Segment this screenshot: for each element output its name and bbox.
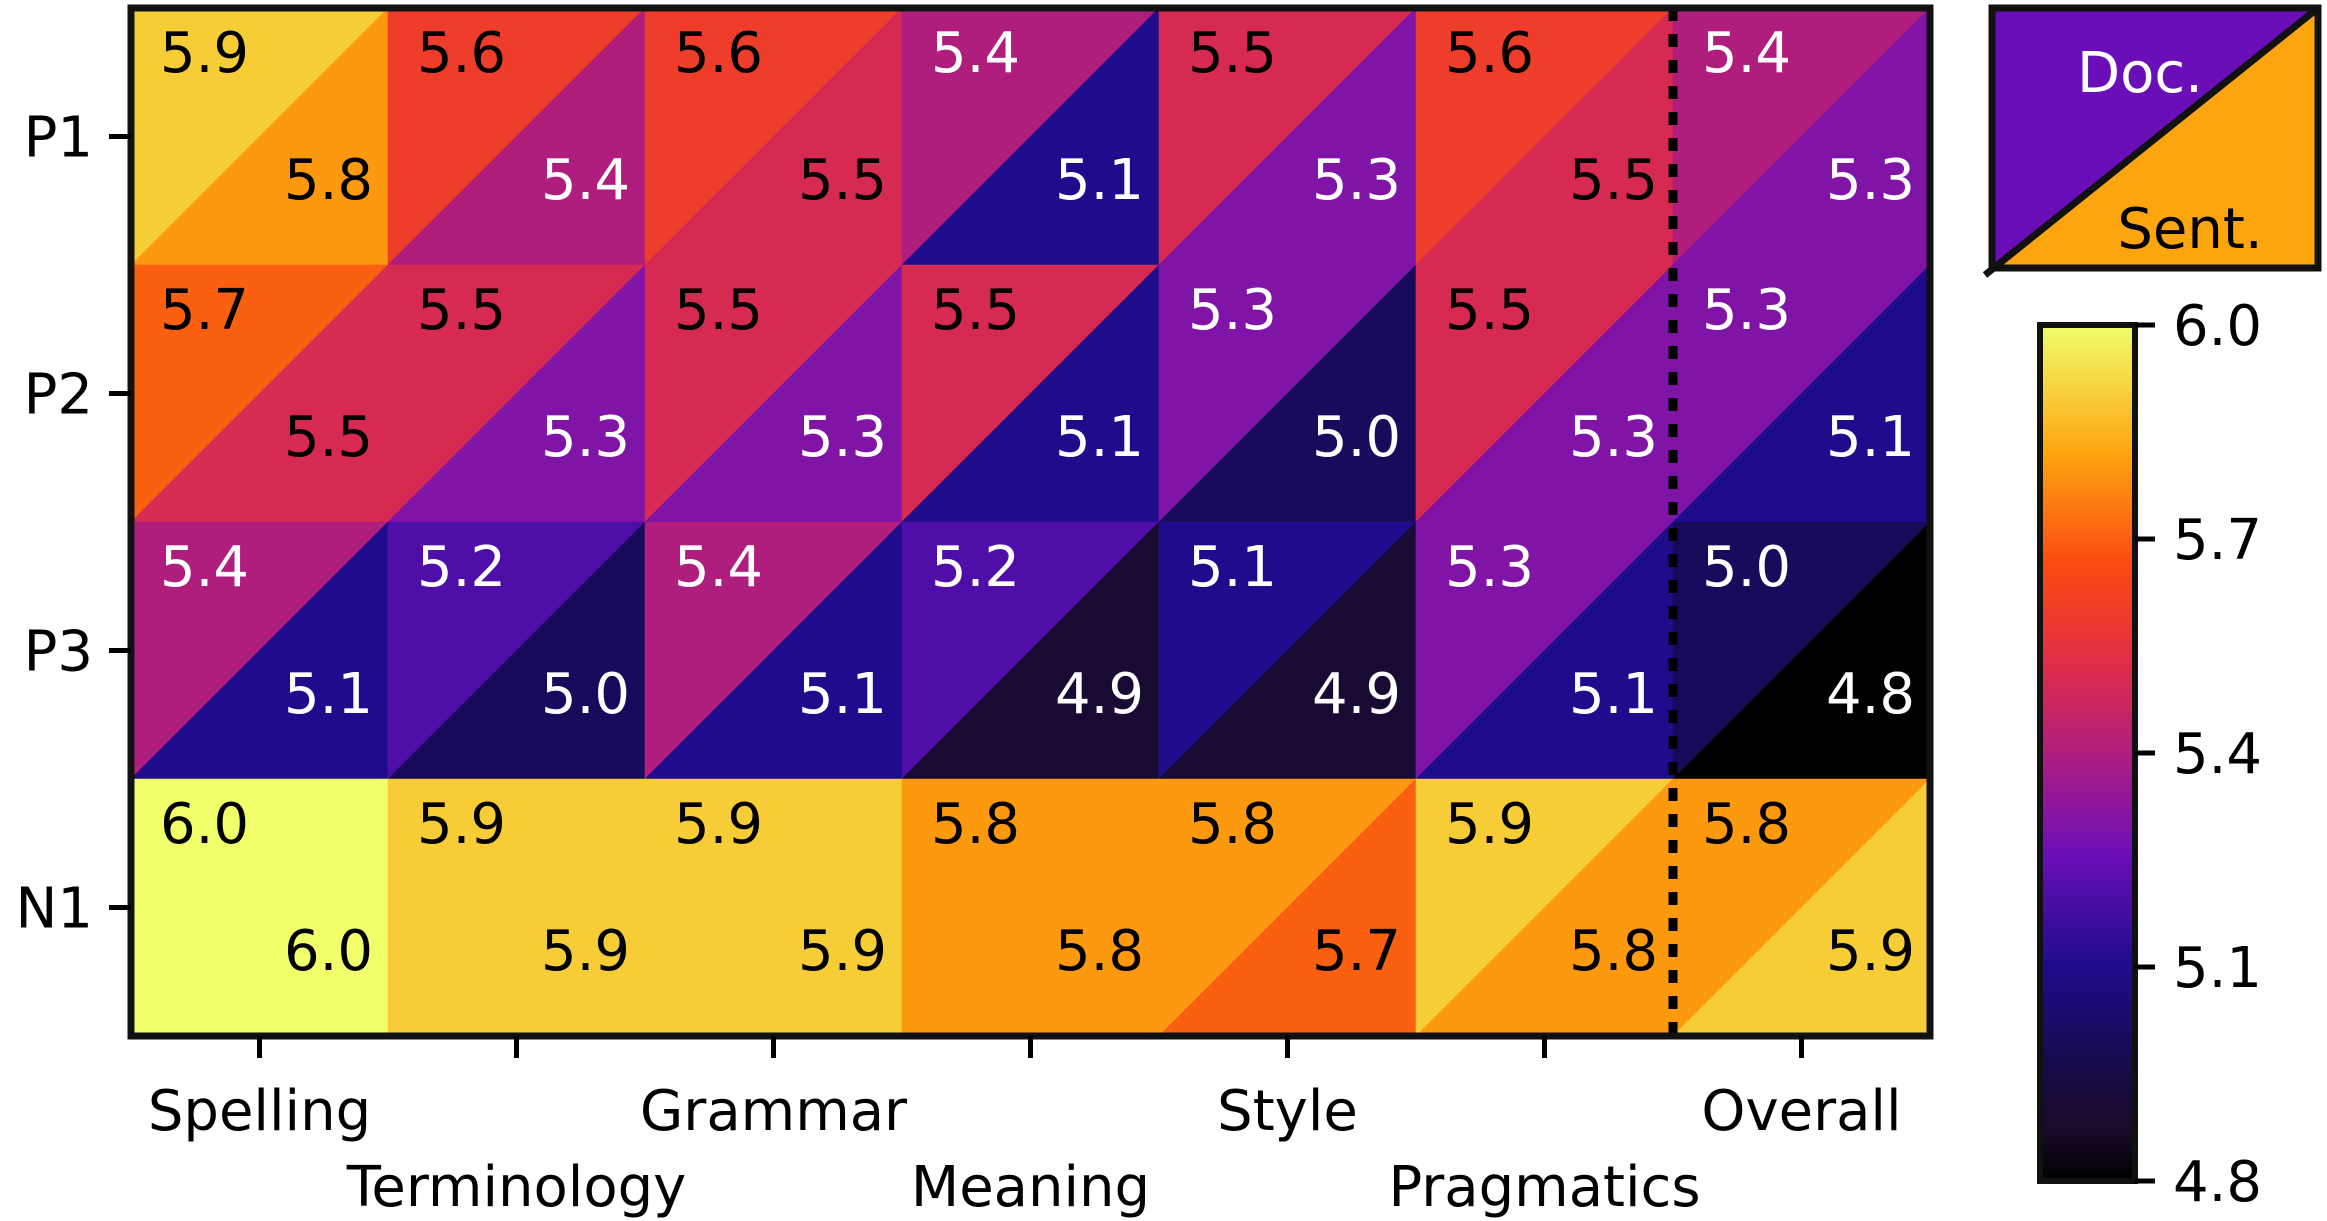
value-doc-n1-terminology: 5.9 (417, 792, 506, 857)
value-sent-n1-spelling: 6.0 (284, 919, 373, 984)
value-doc-p1-grammar: 5.6 (674, 21, 763, 86)
value-doc-p2-pragmatics: 5.5 (1445, 278, 1534, 343)
value-doc-p3-spelling: 5.4 (160, 535, 249, 600)
x-tick-label-spelling: Spelling (148, 1079, 371, 1144)
value-sent-p1-terminology: 5.4 (541, 148, 630, 213)
colorbar-tick-label-4.8: 4.8 (2173, 1150, 2262, 1215)
x-tick-label-pragmatics: Pragmatics (1388, 1155, 1700, 1220)
value-sent-p2-spelling: 5.5 (284, 405, 373, 470)
legend-frame (1988, 4, 2322, 272)
value-sent-p3-overall: 4.8 (1826, 662, 1915, 727)
value-sent-n1-pragmatics: 5.8 (1569, 919, 1658, 984)
y-tick-label-p2: P2 (24, 363, 93, 428)
legend: Doc. Sent. (1982, 4, 2322, 278)
x-tick-label-grammar: Grammar (640, 1079, 908, 1144)
value-doc-n1-meaning: 5.8 (931, 792, 1020, 857)
value-doc-p1-spelling: 5.9 (160, 21, 249, 86)
value-sent-n1-grammar: 5.9 (798, 919, 887, 984)
y-tick-label-p3: P3 (24, 620, 93, 685)
y-tick-label-n1: N1 (15, 877, 93, 942)
value-doc-p3-grammar: 5.4 (674, 535, 763, 600)
value-sent-p1-grammar: 5.5 (798, 148, 887, 213)
value-doc-p2-spelling: 5.7 (160, 278, 249, 343)
legend-label-sent: Sent. (2117, 197, 2262, 262)
value-doc-n1-style: 5.8 (1188, 792, 1277, 857)
heatmap-cells (130, 7, 1931, 1037)
value-doc-n1-spelling: 6.0 (160, 792, 249, 857)
value-doc-p3-meaning: 5.2 (931, 535, 1020, 600)
value-doc-p1-overall: 5.4 (1702, 21, 1791, 86)
x-tick-label-overall: Overall (1701, 1079, 1901, 1144)
x-tick-label-style: Style (1217, 1079, 1358, 1144)
value-sent-p3-terminology: 5.0 (541, 662, 630, 727)
value-doc-p2-terminology: 5.5 (417, 278, 506, 343)
value-doc-n1-grammar: 5.9 (674, 792, 763, 857)
colorbar-ticks: 6.0 5.7 5.4 5.1 4.8 (2135, 294, 2262, 1215)
value-sent-p1-spelling: 5.8 (284, 148, 373, 213)
colorbar-tick-label-5.7: 5.7 (2173, 508, 2262, 573)
value-sent-n1-style: 5.7 (1312, 919, 1401, 984)
value-sent-p2-pragmatics: 5.3 (1569, 405, 1658, 470)
value-sent-p3-style: 4.9 (1312, 662, 1401, 727)
value-sent-p1-overall: 5.3 (1826, 148, 1915, 213)
value-doc-p1-meaning: 5.4 (931, 21, 1020, 86)
value-doc-p1-style: 5.5 (1188, 21, 1277, 86)
value-doc-p2-overall: 5.3 (1702, 278, 1791, 343)
colorbar-gradient (2037, 322, 2138, 1184)
legend-diagonal (1982, 5, 2321, 278)
value-sent-n1-overall: 5.9 (1826, 919, 1915, 984)
colorbar-tick-label-5.4: 5.4 (2173, 722, 2262, 787)
value-doc-p3-style: 5.1 (1188, 535, 1277, 600)
value-sent-p3-spelling: 5.1 (284, 662, 373, 727)
colorbar-tick-label-6.0: 6.0 (2173, 294, 2262, 359)
value-doc-p3-overall: 5.0 (1702, 535, 1791, 600)
value-sent-p2-overall: 5.1 (1826, 405, 1915, 470)
value-doc-p2-grammar: 5.5 (674, 278, 763, 343)
value-doc-p3-terminology: 5.2 (417, 535, 506, 600)
value-sent-p2-terminology: 5.3 (541, 405, 630, 470)
value-doc-p2-style: 5.3 (1188, 278, 1277, 343)
colorbar-tick-label-5.1: 5.1 (2173, 936, 2262, 1001)
value-sent-p2-style: 5.0 (1312, 405, 1401, 470)
value-sent-p1-meaning: 5.1 (1055, 148, 1144, 213)
colorbar: 6.0 5.7 5.4 5.1 4.8 (2037, 294, 2262, 1215)
legend-label-doc: Doc. (2077, 41, 2203, 106)
value-sent-p3-pragmatics: 5.1 (1569, 662, 1658, 727)
value-sent-p2-meaning: 5.1 (1055, 405, 1144, 470)
value-sent-p3-grammar: 5.1 (798, 662, 887, 727)
value-doc-p2-meaning: 5.5 (931, 278, 1020, 343)
value-sent-p3-meaning: 4.9 (1055, 662, 1144, 727)
value-doc-n1-pragmatics: 5.9 (1445, 792, 1534, 857)
value-doc-n1-overall: 5.8 (1702, 792, 1791, 857)
y-axis-ticks: P1 P2 P3 N1 (15, 106, 131, 942)
y-tick-label-p1: P1 (24, 106, 93, 171)
value-doc-p1-terminology: 5.6 (417, 21, 506, 86)
value-sent-p1-pragmatics: 5.5 (1569, 148, 1658, 213)
value-sent-p1-style: 5.3 (1312, 148, 1401, 213)
value-doc-p3-pragmatics: 5.3 (1445, 535, 1534, 600)
x-tick-label-meaning: Meaning (911, 1155, 1150, 1220)
value-sent-p2-grammar: 5.3 (798, 405, 887, 470)
value-doc-p1-pragmatics: 5.6 (1445, 21, 1534, 86)
value-sent-n1-terminology: 5.9 (541, 919, 630, 984)
heatmap-value-labels: 5.9 5.8 5.6 5.4 5.6 5.5 5.4 5.1 5.5 5.3 5.6 5.5 5.4 5… (160, 21, 1915, 984)
value-sent-n1-meaning: 5.8 (1055, 919, 1144, 984)
x-tick-label-terminology: Terminology (346, 1155, 687, 1220)
